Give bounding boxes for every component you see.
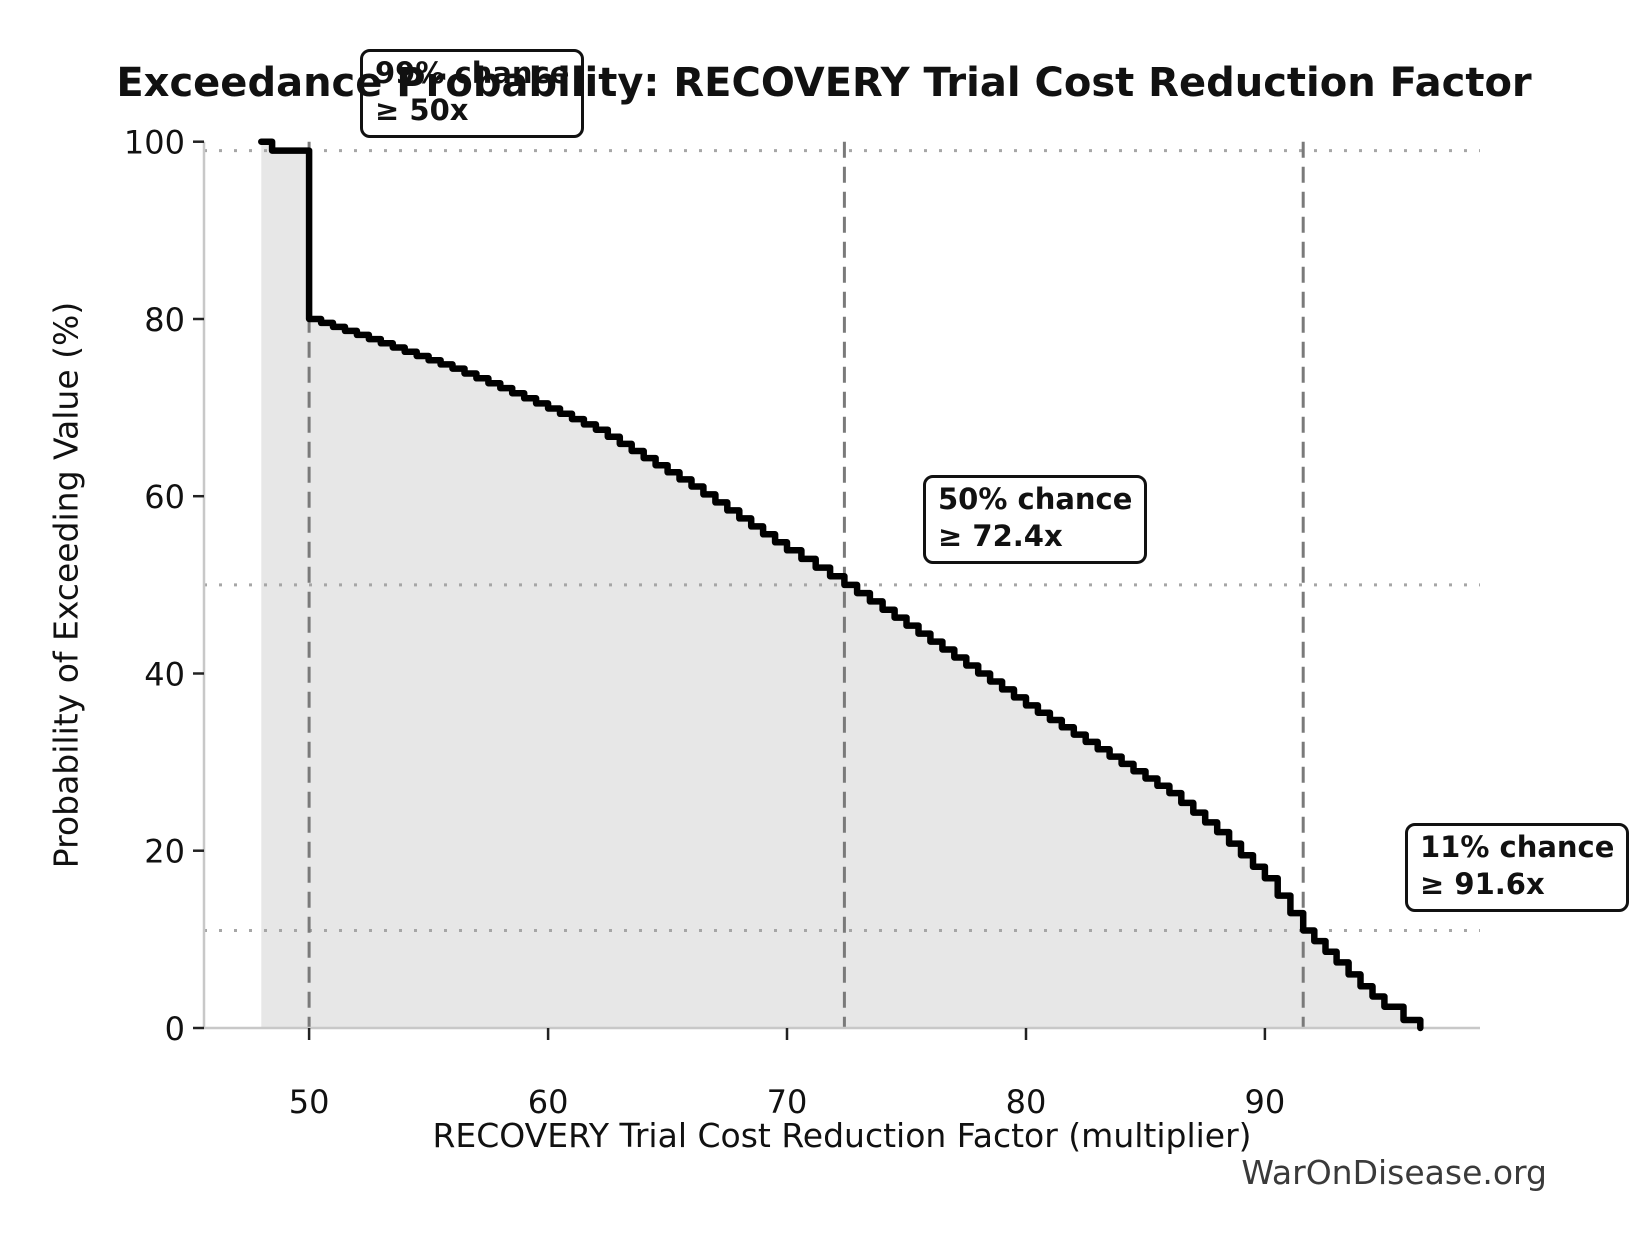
watermark: WarOnDisease.org [1241,1153,1547,1192]
y-axis-label: Probability of Exceeding Value (%) [46,301,86,869]
area-under-curve [261,141,1421,1028]
y-tick-label-0: 0 [165,1010,185,1048]
y-tick-label-40: 40 [144,656,185,694]
x-tick-label-60: 60 [528,1083,569,1121]
annotation-11pct-line2: ≥ 91.6x [1420,867,1545,901]
annotation-99pct-line1: 99% chance [375,56,570,90]
y-tick-label-20: 20 [144,833,185,871]
x-axis-label: RECOVERY Trial Cost Reduction Factor (mu… [432,1116,1252,1155]
y-tick-label-100: 100 [124,124,185,162]
annotation-11pct-chance: 11% chance ≥ 91.6x [1405,823,1630,912]
chart-title: Exceedance Probability: RECOVERY Trial C… [116,60,1532,106]
annotation-99pct-chance: 99% chance ≥ 50x [360,49,585,138]
annotation-50pct-line2: ≥ 72.4x [938,519,1063,553]
y-tick-label-60: 60 [144,478,185,516]
x-tick-label-90: 90 [1245,1083,1286,1121]
exceedance-curve [258,138,1424,1032]
annotation-11pct-line1: 11% chance [1420,830,1615,864]
y-tick-label-80: 80 [144,301,185,339]
annotation-99pct-line2: ≥ 50x [375,93,469,127]
annotation-50pct-chance: 50% chance ≥ 72.4x [923,475,1148,564]
x-tick-label-50: 50 [289,1083,330,1121]
x-tick-label-80: 80 [1006,1083,1047,1121]
annotation-50pct-line1: 50% chance [938,482,1133,516]
x-tick-label-70: 70 [767,1083,808,1121]
